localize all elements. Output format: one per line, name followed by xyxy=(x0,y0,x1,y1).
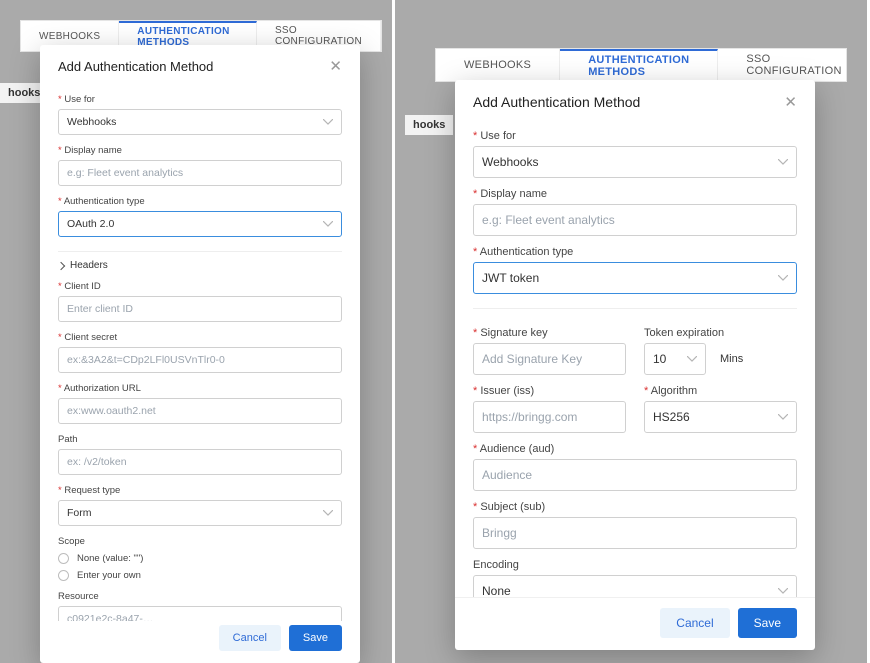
tabs-bar-right: WEBHOOKS AUTHENTICATION METHODS SSO CONF… xyxy=(435,48,847,82)
token-expiration-label: Token expiration xyxy=(644,327,797,339)
client-secret-input[interactable] xyxy=(58,347,342,373)
encoding-select[interactable] xyxy=(473,575,797,597)
request-type-select[interactable] xyxy=(58,500,342,526)
save-button[interactable]: Save xyxy=(738,608,797,638)
scope-own-option[interactable]: Enter your own xyxy=(58,570,342,581)
headers-label: Headers xyxy=(70,260,108,271)
divider xyxy=(473,308,797,309)
save-button[interactable]: Save xyxy=(289,625,342,651)
client-id-input[interactable] xyxy=(58,296,342,322)
path-label: Path xyxy=(58,434,342,445)
scope-none-option[interactable]: None (value: "") xyxy=(58,553,342,564)
subject-input[interactable] xyxy=(473,517,797,549)
auth-url-input[interactable] xyxy=(58,398,342,424)
tab-webhooks[interactable]: WEBHOOKS xyxy=(436,49,560,81)
chevron-right-icon xyxy=(57,261,65,269)
token-expiration-unit: Mins xyxy=(720,353,743,365)
modal-title: Add Authentication Method xyxy=(58,59,213,74)
display-name-label: Display name xyxy=(58,145,342,156)
radio-icon xyxy=(58,570,69,581)
radio-icon xyxy=(58,553,69,564)
token-expiration-select[interactable] xyxy=(644,343,706,375)
add-auth-method-modal: Add Authentication Method ✕ Use for Disp… xyxy=(40,45,360,663)
scope-own-label: Enter your own xyxy=(77,570,141,581)
close-icon[interactable]: ✕ xyxy=(784,95,797,110)
auth-type-select[interactable] xyxy=(58,211,342,237)
add-auth-method-modal: Add Authentication Method ✕ Use for Disp… xyxy=(455,80,815,650)
resource-label: Resource xyxy=(58,591,342,602)
client-secret-label: Client secret xyxy=(58,332,342,343)
cancel-button[interactable]: Cancel xyxy=(660,608,729,638)
display-name-input[interactable] xyxy=(473,204,797,236)
auth-type-select[interactable] xyxy=(473,262,797,294)
use-for-label: Use for xyxy=(473,130,797,142)
signature-key-input[interactable] xyxy=(473,343,626,375)
use-for-select[interactable] xyxy=(58,109,342,135)
auth-type-label: Authentication type xyxy=(473,246,797,258)
tab-sso-config[interactable]: SSO CONFIGURATION xyxy=(718,49,867,81)
path-input[interactable] xyxy=(58,449,342,475)
resource-input[interactable] xyxy=(58,606,342,621)
cancel-button[interactable]: Cancel xyxy=(219,625,281,651)
auth-type-label: Authentication type xyxy=(58,196,342,207)
display-name-input[interactable] xyxy=(58,160,342,186)
signature-key-label: Signature key xyxy=(473,327,626,339)
audience-input[interactable] xyxy=(473,459,797,491)
algorithm-select[interactable] xyxy=(644,401,797,433)
use-for-select[interactable] xyxy=(473,146,797,178)
use-for-label: Use for xyxy=(58,94,342,105)
scope-label: Scope xyxy=(58,536,342,547)
audience-label: Audience (aud) xyxy=(473,443,797,455)
issuer-label: Issuer (iss) xyxy=(473,385,626,397)
client-id-label: Client ID xyxy=(58,281,342,292)
background-fragment: hooks xyxy=(405,115,453,135)
modal-title: Add Authentication Method xyxy=(473,94,640,110)
divider xyxy=(58,251,342,252)
subject-label: Subject (sub) xyxy=(473,501,797,513)
issuer-input[interactable] xyxy=(473,401,626,433)
encoding-label: Encoding xyxy=(473,559,797,571)
tab-auth-methods[interactable]: AUTHENTICATION METHODS xyxy=(560,49,718,81)
auth-url-label: Authorization URL xyxy=(58,383,342,394)
request-type-label: Request type xyxy=(58,485,342,496)
display-name-label: Display name xyxy=(473,188,797,200)
scope-none-label: None (value: "") xyxy=(77,553,143,564)
algorithm-label: Algorithm xyxy=(644,385,797,397)
headers-toggle[interactable]: Headers xyxy=(58,260,342,271)
close-icon[interactable]: ✕ xyxy=(329,59,342,74)
